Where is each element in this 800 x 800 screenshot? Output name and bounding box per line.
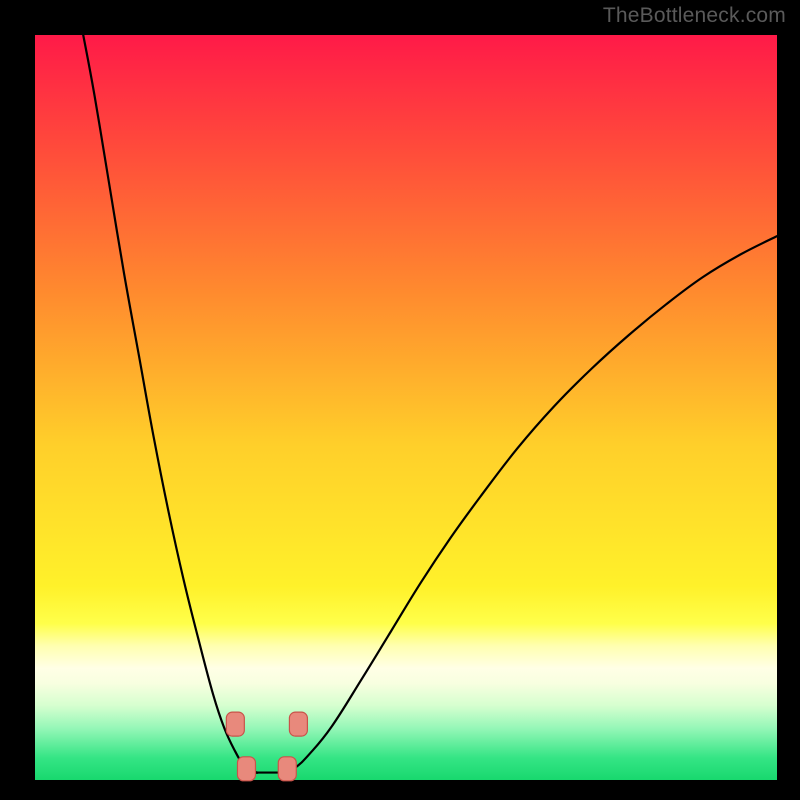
bottleneck-marker bbox=[237, 757, 255, 781]
bottleneck-marker bbox=[278, 757, 296, 781]
gradient-background bbox=[35, 35, 777, 780]
bottleneck-marker bbox=[289, 712, 307, 736]
bottleneck-marker bbox=[226, 712, 244, 736]
chart-canvas: TheBottleneck.com bbox=[0, 0, 800, 800]
watermark-label: TheBottleneck.com bbox=[603, 4, 786, 28]
bottleneck-curve-chart bbox=[0, 0, 800, 800]
